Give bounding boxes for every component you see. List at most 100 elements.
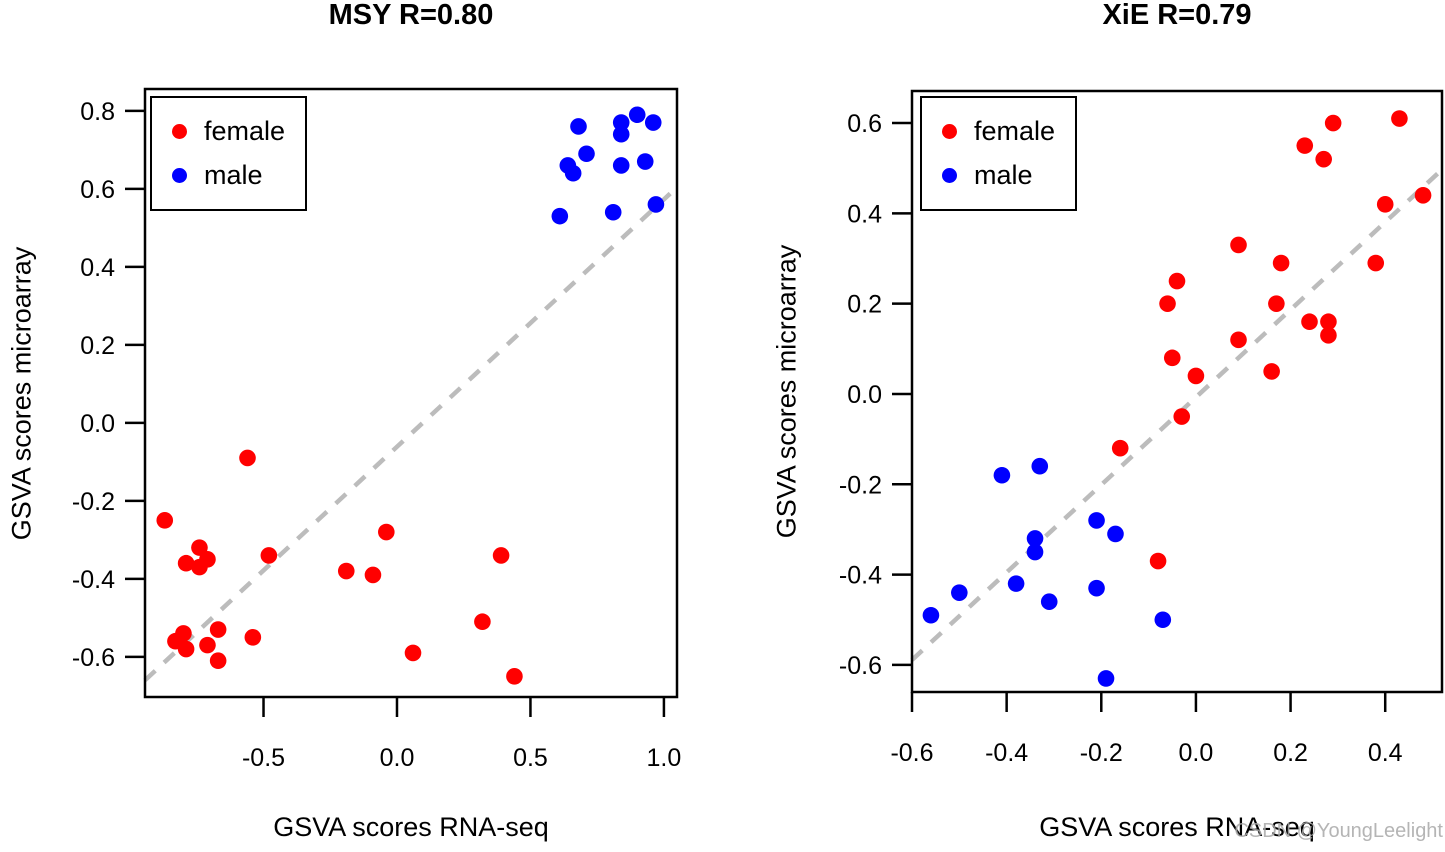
data-point-female: [364, 566, 382, 584]
plot-border: [910, 89, 1444, 694]
data-point-male: [1031, 457, 1049, 475]
data-point-female: [1111, 439, 1129, 457]
data-point-male: [644, 114, 662, 131]
x-tick-label: 0.4: [1368, 739, 1403, 767]
y-axis-label-right: GSVA scores microarray: [771, 244, 802, 539]
x-tick-label: 0.5: [513, 744, 548, 772]
legend-label-male: male: [974, 160, 1033, 190]
data-point-male: [564, 164, 582, 182]
data-point-male: [951, 584, 968, 601]
y-tick-label: 0.4: [847, 200, 882, 228]
data-point-female: [239, 449, 256, 467]
x-tick-label: -0.4: [985, 739, 1028, 767]
legend-label-male: male: [204, 160, 263, 190]
data-point-female: [404, 644, 422, 662]
legend-item-female: female: [922, 112, 1075, 152]
data-point-female: [1187, 367, 1205, 385]
data-point-female: [1268, 295, 1285, 312]
x-tick-label: 0.0: [1179, 739, 1214, 767]
data-point-female: [1367, 254, 1385, 272]
y-tick-label: 0.0: [847, 381, 882, 409]
y-tick-label: -0.6: [72, 644, 115, 672]
x-tick-label: 0.0: [380, 744, 415, 772]
data-point-female: [1391, 110, 1408, 127]
plot-border: [143, 87, 679, 699]
female-dot-icon: [172, 124, 187, 139]
data-point-male: [1107, 525, 1124, 543]
data-point-female: [199, 551, 216, 568]
y-tick-label: -0.2: [72, 488, 115, 516]
data-point-female: [1324, 114, 1342, 132]
legend-label-female: female: [204, 116, 286, 146]
data-point-male: [1097, 670, 1115, 687]
data-point-male: [1040, 593, 1058, 610]
data-point-female: [1159, 295, 1176, 312]
y-axis-label-left: GSVA scores microarray: [6, 246, 37, 540]
data-point-female: [1230, 236, 1247, 254]
data-point-female: [175, 625, 192, 642]
data-point-male: [636, 153, 654, 170]
male-dot-icon: [172, 168, 187, 183]
watermark: CSDN @YoungLeelight: [1234, 820, 1443, 842]
data-point-female: [378, 523, 395, 541]
data-point-female: [1296, 137, 1314, 154]
data-point-female: [492, 547, 510, 564]
data-point-male: [628, 106, 646, 124]
data-point-female: [1263, 363, 1280, 380]
data-point-male: [1154, 611, 1172, 629]
data-point-female: [1272, 254, 1290, 272]
reference-dashed-line: [910, 167, 1444, 662]
data-point-female: [1301, 313, 1318, 331]
chart-title-msy: MSY R=0.80: [328, 0, 494, 31]
x-tick-label: -0.6: [890, 739, 933, 767]
y-tick-label: 0.8: [80, 98, 115, 126]
legend-item-male: male: [152, 156, 305, 196]
data-point-female: [506, 668, 523, 685]
data-point-male: [551, 207, 569, 225]
legend-xie: female male: [920, 96, 1077, 211]
data-point-female: [244, 629, 262, 646]
data-point-female: [1376, 196, 1394, 213]
data-point-female: [1320, 326, 1337, 344]
data-point-male: [1088, 512, 1105, 529]
data-point-female: [1163, 349, 1181, 367]
data-point-female: [177, 554, 195, 572]
data-point-female: [156, 512, 174, 529]
y-tick-label: -0.2: [839, 471, 882, 499]
data-point-male: [1026, 543, 1044, 561]
x-tick-label: 0.2: [1273, 739, 1308, 767]
x-axis-label-left: GSVA scores RNA-seq: [273, 812, 549, 842]
male-dot-icon: [942, 168, 957, 183]
reference-dashed-line: [143, 185, 679, 682]
data-point-male: [604, 203, 622, 221]
data-point-female: [337, 562, 355, 580]
data-point-female: [1414, 187, 1432, 204]
data-point-female: [191, 539, 208, 556]
data-point-female: [474, 613, 491, 631]
data-point-male: [612, 157, 630, 174]
data-point-female: [1230, 331, 1247, 349]
data-point-female: [209, 621, 227, 638]
x-axis-label-right: GSVA scores RNA-seq: [1039, 812, 1315, 842]
legend-label-female: female: [974, 116, 1056, 146]
data-point-male: [1026, 530, 1044, 547]
y-tick-label: 0.2: [80, 332, 115, 360]
data-point-male: [570, 118, 587, 135]
data-point-female: [1320, 313, 1337, 331]
x-tick-label: -0.2: [1080, 739, 1123, 767]
y-tick-label: 0.0: [80, 410, 115, 438]
data-point-male: [647, 196, 665, 213]
legend-msy: female male: [150, 96, 307, 211]
data-point-female: [1168, 272, 1186, 290]
data-point-male: [993, 466, 1011, 484]
data-point-male: [578, 145, 595, 163]
y-tick-label: -0.6: [839, 652, 882, 680]
data-point-female: [177, 640, 195, 658]
y-tick-label: -0.4: [839, 562, 882, 590]
data-point-female: [1149, 552, 1167, 570]
y-tick-label: 0.2: [847, 291, 882, 319]
x-tick-label: 1.0: [647, 744, 682, 772]
data-point-female: [1315, 150, 1332, 168]
data-point-female: [1173, 408, 1191, 425]
